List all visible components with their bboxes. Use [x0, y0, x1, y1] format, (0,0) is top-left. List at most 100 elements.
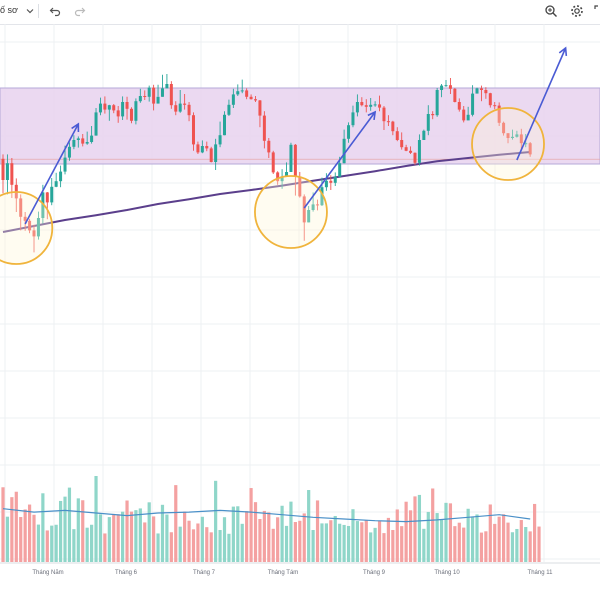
candle-body	[448, 85, 452, 89]
volume-bar	[121, 511, 125, 562]
x-tick-label: Tháng Tám	[268, 570, 299, 576]
candle-body	[59, 171, 63, 182]
volume-bar	[152, 516, 156, 562]
candle	[453, 88, 457, 103]
candle	[10, 158, 14, 198]
candle-body	[347, 125, 351, 139]
volume-bar	[240, 523, 244, 562]
chart-type-label[interactable]: ố sơ	[0, 5, 18, 15]
volume-bar	[174, 485, 178, 562]
candle-body	[10, 163, 14, 185]
volume-bar	[369, 532, 373, 562]
candle	[23, 212, 27, 231]
volume-bar	[276, 517, 280, 562]
candle	[262, 111, 266, 149]
x-tick-label: Tháng Năm	[32, 570, 63, 576]
volume-bar	[32, 514, 36, 562]
candle	[258, 100, 262, 128]
candle-body	[280, 176, 284, 182]
candle-body	[351, 112, 355, 126]
volume-bar	[67, 487, 72, 562]
candle	[116, 106, 120, 123]
candle-body	[417, 140, 421, 163]
candle	[475, 87, 479, 94]
volume-bar	[444, 502, 448, 562]
volume-bar	[253, 502, 258, 562]
candle	[271, 150, 275, 174]
candle	[129, 107, 133, 124]
volume-bar	[112, 513, 116, 562]
candle-body	[453, 88, 457, 102]
candle-body	[138, 96, 142, 102]
candle-body	[218, 135, 222, 145]
candle-body	[178, 103, 182, 112]
candle-body	[373, 104, 377, 106]
candle-body	[23, 216, 27, 221]
volume-bar	[466, 508, 470, 562]
candle-body	[54, 181, 58, 187]
candle-body	[236, 91, 240, 95]
volume-bar	[382, 533, 386, 562]
candle-body	[364, 105, 368, 107]
candle	[156, 84, 160, 104]
candle	[134, 98, 138, 125]
candle	[72, 135, 76, 150]
candle-body	[342, 138, 346, 164]
volume-bar	[515, 528, 519, 562]
candle-body	[165, 84, 169, 89]
candle	[413, 152, 417, 165]
candle	[143, 90, 147, 100]
redo-icon[interactable]	[72, 3, 88, 19]
x-tick-label: Tháng 10	[434, 570, 460, 576]
volume-bar	[377, 521, 382, 562]
candle-body	[502, 122, 506, 134]
candle-body	[435, 90, 439, 116]
candle	[404, 144, 408, 152]
candle	[293, 144, 297, 196]
chevron-down-icon[interactable]	[22, 3, 38, 19]
candle	[355, 94, 359, 117]
candle-body	[156, 96, 160, 104]
settings-icon[interactable]	[569, 3, 585, 19]
candle	[471, 85, 475, 117]
candle	[493, 102, 497, 110]
candle-body	[103, 103, 107, 110]
candle	[240, 79, 244, 94]
candle-body	[360, 102, 364, 106]
candle	[302, 194, 306, 241]
fullscreen-icon[interactable]	[592, 3, 600, 19]
candle-body	[129, 108, 133, 121]
volume-bar	[147, 502, 151, 562]
volume-bar	[116, 514, 120, 562]
candle	[510, 129, 514, 140]
volume-bar	[205, 527, 209, 562]
undo-icon[interactable]	[47, 3, 63, 19]
candle	[245, 88, 249, 100]
candle	[50, 178, 54, 206]
volume-bar	[506, 522, 510, 562]
candle-body	[187, 104, 191, 116]
volume-bar	[533, 503, 537, 562]
candle	[187, 102, 191, 122]
candle-body	[519, 134, 523, 144]
trend-arrow	[303, 110, 377, 209]
candle	[54, 172, 58, 188]
volume-bar	[435, 513, 439, 562]
volume-bar	[342, 524, 346, 562]
volume-bar	[386, 517, 391, 562]
candle	[103, 96, 107, 114]
candle	[364, 99, 368, 113]
candle	[209, 146, 213, 163]
volume-bar	[14, 491, 18, 562]
zoom-icon[interactable]	[543, 3, 559, 19]
candle	[160, 74, 164, 97]
candle	[249, 94, 253, 100]
candle	[90, 126, 94, 144]
candle-body	[298, 176, 302, 197]
volume-bar	[470, 516, 475, 562]
candle-body	[134, 101, 138, 121]
volume-bar	[165, 514, 169, 562]
candle-body	[338, 163, 342, 177]
volume-bar	[94, 476, 98, 562]
candle-body	[1, 158, 5, 180]
